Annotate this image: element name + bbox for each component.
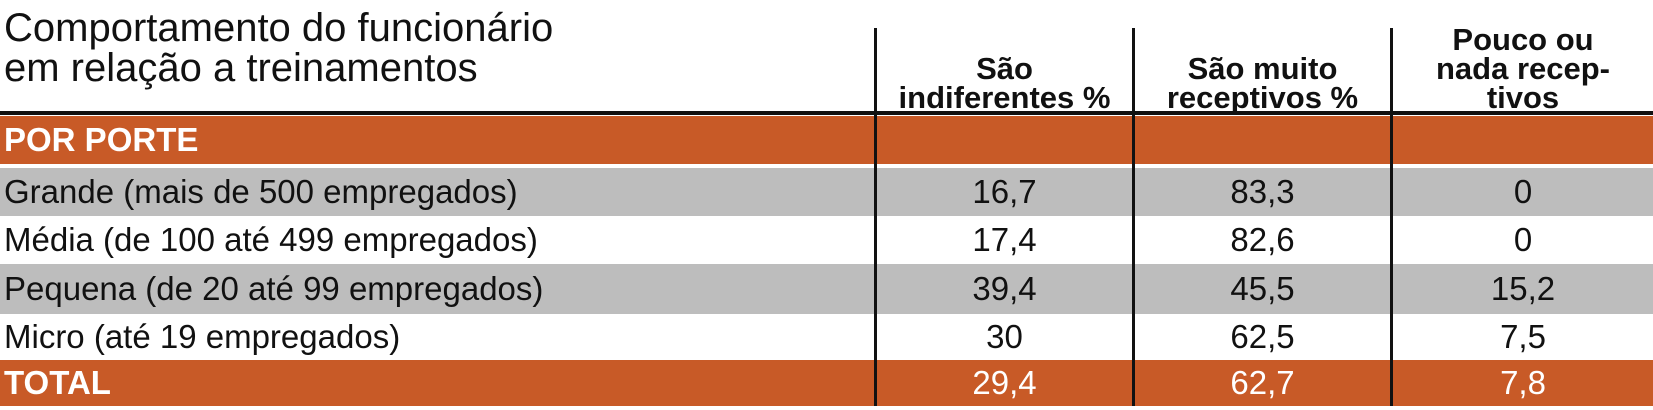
title-line: Comportamento do funcionário — [4, 6, 554, 50]
section-row: POR PORTE — [0, 116, 1653, 164]
column-header: São muito receptivos % — [1135, 26, 1390, 115]
cell-value: 39,4 — [972, 270, 1037, 307]
column-divider — [1132, 28, 1135, 406]
header-line: tivos — [1486, 80, 1560, 115]
data-row: Grande (mais de 500 empregados) 16,7 83,3 0 — [0, 168, 1653, 216]
row-label: Média (de 100 até 499 empregados) — [4, 221, 538, 258]
cell-value: 15,2 — [1490, 270, 1556, 307]
row-label: TOTAL — [4, 364, 111, 401]
row-label: Pequena (de 20 até 99 empregados) — [4, 270, 544, 307]
cell-value: 45,5 — [1230, 270, 1295, 307]
cell-value: 29,4 — [972, 364, 1037, 401]
cell-value: 0 — [1513, 221, 1533, 258]
row-label: Grande (mais de 500 empregados) — [4, 173, 518, 210]
header-line: receptivos % — [1166, 80, 1359, 115]
row-label: POR PORTE — [4, 121, 199, 158]
header-line: São — [976, 51, 1033, 86]
column-header: São indiferentes % — [877, 26, 1132, 115]
cell-value: 62,5 — [1230, 318, 1295, 355]
column-divider — [1390, 28, 1393, 406]
cell-value: 0 — [1513, 173, 1533, 210]
header-rule — [0, 111, 1653, 115]
title-line: em relação a treinamentos — [4, 46, 478, 90]
cell-value: 83,3 — [1230, 173, 1295, 210]
cell-value: 82,6 — [1230, 221, 1295, 258]
header-line: Pouco ou — [1452, 22, 1594, 57]
column-header: Pouco ou nada recep-tivos — [1393, 22, 1653, 115]
cell-value: 16,7 — [972, 173, 1037, 210]
data-row: Pequena (de 20 até 99 empregados) 39,4 45,… — [0, 264, 1653, 314]
cell-value: 7,8 — [1500, 364, 1546, 401]
header-line: nada recep- — [1435, 51, 1610, 86]
cell-value: 62,7 — [1230, 364, 1295, 401]
data-row: Micro (até 19 empregados) 30 62,5 7,5 — [0, 314, 1653, 360]
data-row: Média (de 100 até 499 empregados) 17,4 82,… — [0, 216, 1653, 264]
cell-value: 7,5 — [1500, 318, 1546, 355]
header-line: São muito — [1187, 51, 1338, 86]
cell-value: 17,4 — [972, 221, 1037, 258]
total-row: TOTAL 29,4 62,7 7,8 — [0, 360, 1653, 406]
cell-value: 30 — [986, 318, 1023, 355]
row-label: Micro (até 19 empregados) — [4, 318, 401, 355]
header-line: indiferentes % — [898, 80, 1111, 115]
column-divider — [874, 28, 877, 406]
table-title: Comportamento do funcionário em relação … — [4, 8, 553, 88]
